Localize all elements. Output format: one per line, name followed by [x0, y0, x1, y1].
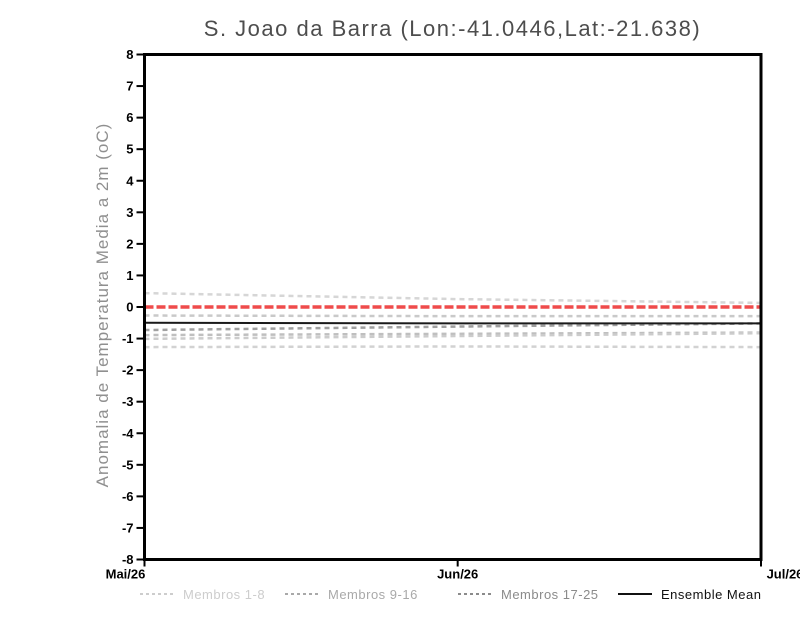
y-tick-label: -2 — [122, 363, 134, 378]
y-tick-label: -6 — [122, 489, 134, 504]
y-tick-label: 7 — [126, 79, 133, 94]
legend-item-ensemble-mean: Ensemble Mean — [618, 586, 761, 602]
y-tick-label: 4 — [126, 173, 134, 188]
y-tick-label: 0 — [126, 300, 133, 315]
series-member-band-2 — [144, 314, 761, 318]
y-tick-label: 2 — [126, 236, 133, 251]
legend-item-membros-17-25: Membros 17-25 — [458, 586, 599, 602]
legend-item-membros-1-8: Membros 1-8 — [140, 586, 265, 602]
chart-title: S. Joao da Barra (Lon:-41.0446,Lat:-21.6… — [203, 16, 702, 41]
y-tick-label: -3 — [122, 394, 134, 409]
y-tick-label: -1 — [122, 331, 134, 346]
plot-border — [143, 53, 763, 561]
membros-17-25-line-swatch — [458, 593, 492, 595]
series-member-band-6 — [144, 345, 762, 349]
membros-9-16-line-swatch — [285, 593, 319, 595]
y-tick-label: 6 — [126, 110, 133, 125]
legend: Membros 1-8 Membros 9-16 Membros 17-25 E… — [0, 586, 800, 606]
y-tick-label: -5 — [122, 457, 134, 472]
x-tick-label: Mai/26 — [106, 567, 146, 582]
x-tick-label: Jul/26 — [767, 567, 800, 582]
legend-item-membros-9-16: Membros 9-16 — [285, 586, 418, 602]
ensemble-mean-line-swatch — [618, 593, 652, 595]
legend-label: Membros 1-8 — [183, 586, 266, 602]
series-member-band-3 — [144, 322, 762, 332]
legend-label: Ensemble Mean — [661, 586, 762, 602]
series-member-band-1 — [144, 291, 762, 305]
y-tick-label: -4 — [122, 426, 134, 441]
y-tick-label: -8 — [122, 552, 134, 567]
x-tick-label: Jun/26 — [437, 567, 478, 582]
y-tick-label: 8 — [126, 47, 133, 62]
y-tick-label: 3 — [126, 205, 133, 220]
legend-label: Membros 9-16 — [328, 586, 418, 602]
y-tick-label: 5 — [126, 142, 133, 157]
membros-1-8-line-swatch — [140, 593, 174, 595]
y-tick-label: -7 — [122, 520, 134, 535]
y-tick-label: 1 — [126, 268, 133, 283]
series-ensemble-mean — [144, 321, 761, 325]
series-member-band-5 — [144, 331, 762, 341]
legend-label: Membros 17-25 — [501, 586, 599, 602]
